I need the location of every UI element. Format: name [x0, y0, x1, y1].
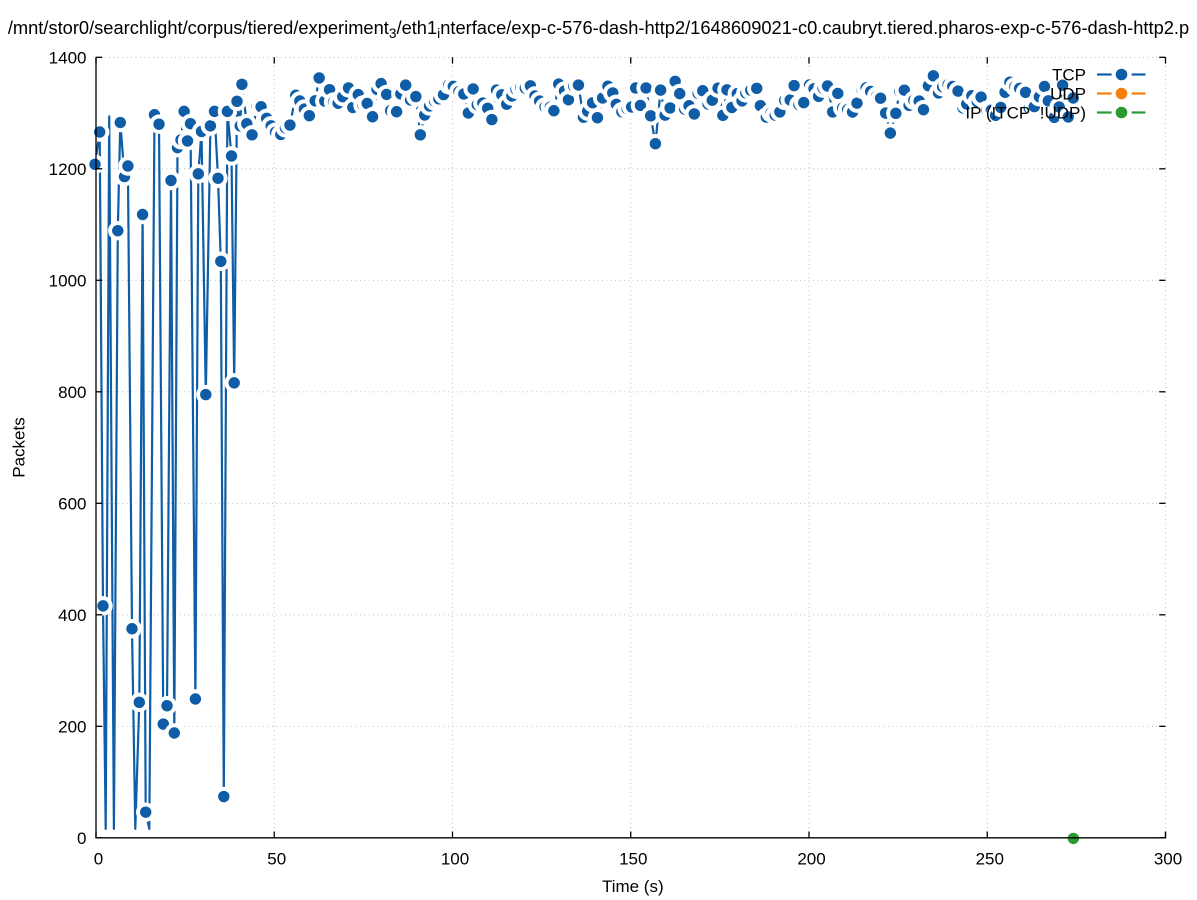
svg-text:TCP: TCP — [1052, 66, 1086, 85]
svg-text:1400: 1400 — [49, 48, 87, 67]
svg-text:300: 300 — [1154, 850, 1182, 869]
svg-text:0: 0 — [94, 850, 103, 869]
svg-text:UDP: UDP — [1050, 85, 1086, 104]
svg-text:IP (!TCP !UDP): IP (!TCP !UDP) — [965, 104, 1086, 123]
svg-text:100: 100 — [441, 850, 469, 869]
svg-text:0: 0 — [77, 829, 86, 848]
svg-text:200: 200 — [58, 717, 86, 736]
svg-text:1200: 1200 — [49, 160, 87, 179]
svg-text:1000: 1000 — [49, 271, 87, 290]
svg-text:Time (s): Time (s) — [602, 877, 664, 896]
svg-text:150: 150 — [619, 850, 647, 869]
svg-text:250: 250 — [976, 850, 1004, 869]
svg-text:800: 800 — [58, 383, 86, 402]
svg-text:200: 200 — [797, 850, 825, 869]
svg-text:50: 50 — [267, 850, 286, 869]
svg-text:600: 600 — [58, 494, 86, 513]
svg-text:/mnt/stor0/searchlight/corpus/: /mnt/stor0/searchlight/corpus/tiered/exp… — [8, 17, 1189, 41]
svg-text:Packets: Packets — [10, 417, 29, 477]
svg-text:400: 400 — [58, 606, 86, 625]
